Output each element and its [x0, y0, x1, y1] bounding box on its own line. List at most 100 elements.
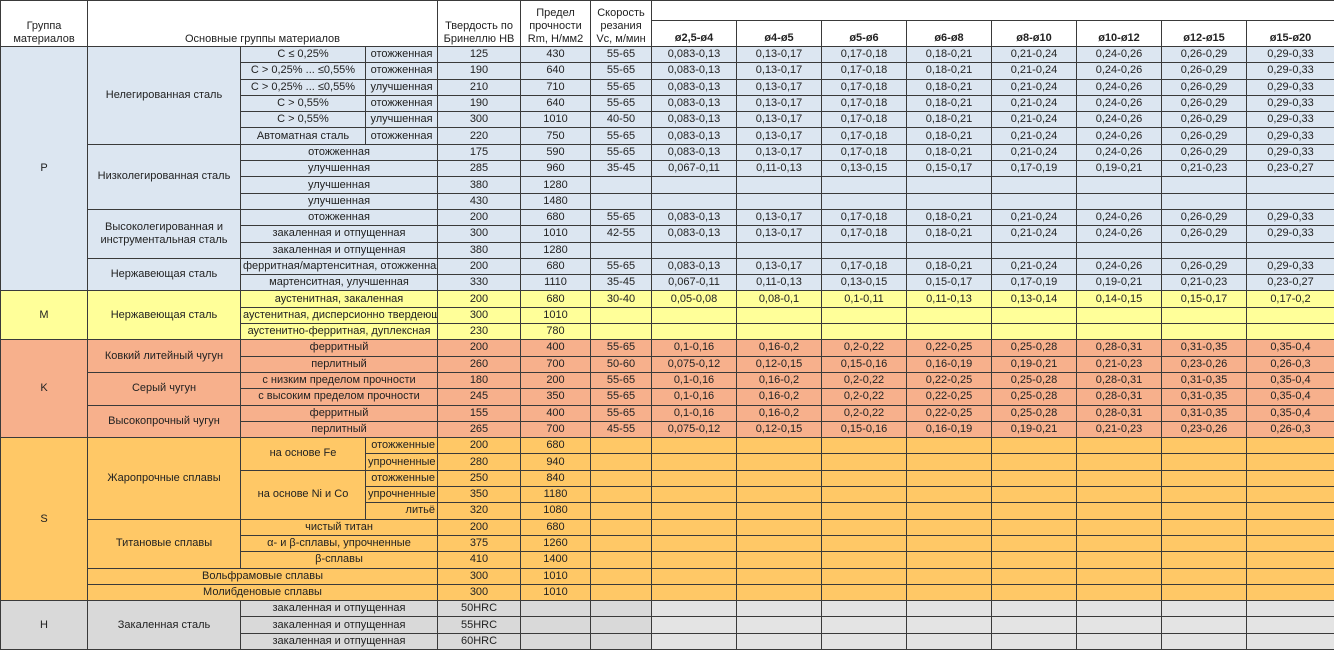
feed-value: 0,17-0,18 — [821, 127, 907, 145]
material-subgroup: Вольфрамовые сплавы — [87, 567, 438, 585]
material-subgroup: Молибденовые сплавы — [87, 583, 438, 602]
material-state: улучшенная — [240, 192, 438, 210]
feed-value: 0,13-0,17 — [736, 257, 822, 276]
feed-value — [736, 241, 822, 259]
hardness-value: 285 — [437, 160, 521, 178]
feed-value — [821, 176, 907, 194]
feed-value: 0,2-0,22 — [821, 404, 907, 422]
feed-value: 0,18-0,21 — [906, 111, 992, 129]
feed-value: 0,24-0,26 — [1076, 62, 1162, 80]
feed-value: 0,1-0,16 — [651, 371, 737, 390]
feed-value: 0,11-0,13 — [906, 290, 992, 308]
speed-value — [590, 469, 652, 488]
speed-value: 55-65 — [590, 388, 652, 406]
feed-value — [1076, 632, 1162, 650]
material-state: аустенитно-ферритная, дуплексная — [240, 323, 438, 341]
feed-value — [821, 437, 907, 455]
feed-value — [1076, 567, 1162, 585]
material-group-code: S — [0, 437, 88, 602]
feed-value — [906, 241, 992, 259]
speed-value — [590, 616, 652, 634]
feed-value: 0,083-0,13 — [651, 208, 737, 227]
feed-value — [651, 176, 737, 194]
feed-value: 0,13-0,17 — [736, 62, 822, 80]
strength-value: 680 — [520, 257, 591, 276]
feed-value — [1076, 486, 1162, 504]
feed-value — [991, 486, 1077, 504]
feed-value — [1161, 632, 1247, 650]
feed-value — [991, 632, 1077, 650]
feed-value: 0,22-0,25 — [906, 388, 992, 406]
strength-value: 1260 — [520, 534, 591, 553]
strength-value: 200 — [520, 371, 591, 390]
strength-value: 640 — [520, 94, 591, 113]
material-state: перлитный — [240, 355, 438, 373]
hardness-value: 200 — [437, 437, 521, 455]
material-condition: C > 0,55% — [240, 111, 366, 129]
feed-value: 0,18-0,21 — [906, 208, 992, 227]
feed-value — [906, 551, 992, 569]
material-state: ферритная/мартенситная, отожженная — [240, 257, 438, 276]
hardness-value: 50HRC — [437, 600, 521, 618]
feed-value — [1246, 469, 1334, 488]
speed-value: 35-45 — [590, 274, 652, 292]
material-subgroup: Нелегированная сталь — [87, 46, 241, 145]
feed-value — [1076, 616, 1162, 634]
speed-value — [590, 192, 652, 210]
feed-value: 0,28-0,31 — [1076, 339, 1162, 357]
hardness-value: 200 — [437, 208, 521, 227]
speed-value — [590, 551, 652, 569]
material-condition: Автоматная сталь — [240, 127, 366, 145]
strength-value: 590 — [520, 143, 591, 162]
feed-value — [906, 192, 992, 210]
feed-value: 0,15-0,16 — [821, 355, 907, 373]
hardness-value: 260 — [437, 355, 521, 373]
table-row: Серый чугун с низким пределом прочности 18… — [0, 371, 1334, 406]
hardness-value: 300 — [437, 111, 521, 129]
strength-value: 1280 — [520, 176, 591, 194]
feed-value — [651, 437, 737, 455]
feed-value: 0,17-0,18 — [821, 111, 907, 129]
feed-value: 0,25-0,28 — [991, 339, 1077, 357]
feed-value — [821, 502, 907, 520]
feed-value — [906, 583, 992, 602]
table-row: перлитный 260 700 50-60 0,075-0,12 0,12-0,15 0… — [0, 355, 1334, 373]
feed-value: 0,15-0,16 — [821, 420, 907, 439]
feed-value: 0,26-0,29 — [1161, 127, 1247, 145]
feed-value: 0,21-0,23 — [1161, 160, 1247, 178]
feed-value — [1246, 241, 1334, 259]
hardness-value: 300 — [437, 306, 521, 325]
feed-value: 0,29-0,33 — [1246, 94, 1334, 113]
hardness-value: 250 — [437, 469, 521, 488]
material-state: чистый титан — [240, 518, 438, 536]
header-diameter: ø10-ø12 — [1076, 20, 1162, 47]
feed-value — [1161, 567, 1247, 585]
feed-value — [736, 600, 822, 618]
hardness-value: 210 — [437, 78, 521, 96]
material-state: отожженные — [365, 437, 438, 455]
strength-value: 1280 — [520, 241, 591, 259]
feed-value — [651, 534, 737, 553]
feed-value: 0,17-0,18 — [821, 78, 907, 96]
feed-value — [906, 306, 992, 325]
feed-value: 0,13-0,15 — [821, 274, 907, 292]
speed-value: 55-65 — [590, 339, 652, 357]
feed-value — [991, 176, 1077, 194]
strength-value: 1010 — [520, 567, 591, 585]
material-state: с высоким пределом прочности — [240, 388, 438, 406]
strength-value: 1010 — [520, 225, 591, 243]
table-row: на основе Ni и Co отожженные 250 840 — [0, 469, 1334, 520]
feed-value: 0,25-0,28 — [991, 388, 1077, 406]
feed-value — [991, 192, 1077, 210]
feed-value — [1246, 600, 1334, 618]
feed-value — [651, 241, 737, 259]
table-row: улучшенная 380 1280 — [0, 176, 1334, 194]
feed-value — [906, 323, 992, 341]
material-group-code: H — [0, 600, 88, 650]
speed-value: 50-60 — [590, 355, 652, 373]
table-body: P Нелегированная сталь C ≤ 0,25% отожженная… — [0, 45, 1334, 650]
feed-value — [736, 306, 822, 325]
table-row: с высоким пределом прочности 245 350 55-65 0… — [0, 388, 1334, 406]
feed-value: 0,075-0,12 — [651, 420, 737, 439]
